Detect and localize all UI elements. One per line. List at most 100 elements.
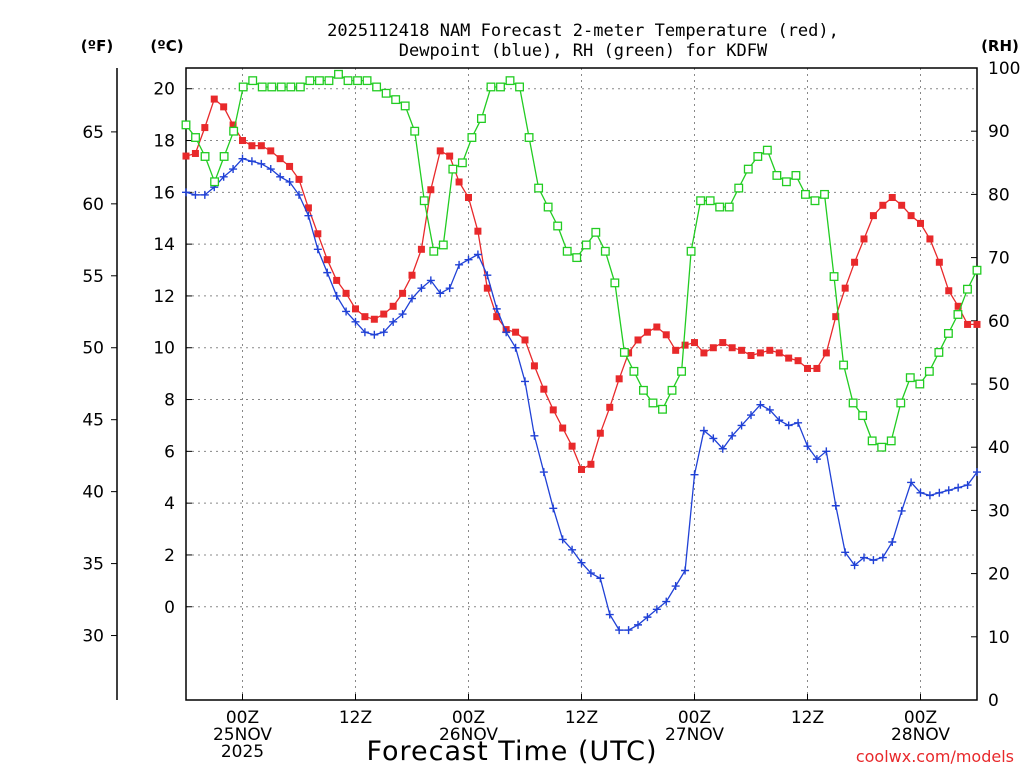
rh-point [286,82,296,92]
rh-point [972,265,982,275]
rh-point [924,366,934,376]
rh-tick-label: 40 [988,438,1010,458]
celsius-tick-label: 14 [153,235,175,255]
rh-point [686,246,696,256]
dewpoint-point [662,597,671,606]
rh-point [905,373,915,383]
dewpoint-point [370,330,379,339]
rh-point [934,347,944,357]
rh-point [543,202,553,212]
time-tick-label: 12Z [565,708,598,728]
rh-point [791,170,801,180]
temperature-point [898,201,906,209]
dewpoint-point [295,190,303,199]
rh-point [696,196,706,206]
temperature-point [248,142,256,150]
rh-point [658,404,667,414]
rh-point [867,436,877,446]
celsius-tick-label: 4 [164,494,175,514]
temperature-point [578,465,585,473]
dewpoint-point [379,328,388,337]
rh-point [877,442,887,452]
time-tick-label: 12Z [791,708,824,728]
temperature-point [323,256,331,264]
series-rh [181,69,982,452]
dewpoint-point [539,468,548,477]
time-tick-label: 28NOV [891,725,950,745]
dewpoint-point [963,481,972,490]
temperature-point [888,194,896,202]
rh-point [191,133,200,142]
rh-point [257,82,267,92]
rh-tick-label: 100 [988,59,1020,79]
rh-point [381,88,391,98]
fahrenheit-tick-label: 35 [82,555,104,575]
dewpoint-point [841,548,850,557]
temperature-point [191,149,199,157]
rh-point [629,366,639,376]
temperature-point [380,310,388,318]
temperature-point [841,284,849,292]
temperature-point [596,429,604,437]
dewpoint-point [831,501,840,510]
rh-point [314,76,324,86]
dewpoint-point [586,569,595,578]
dewpoint-point [718,444,727,453]
celsius-tick-label: 10 [153,339,175,359]
dewpoint-point [229,165,238,174]
dewpoint-point [577,558,586,567]
rh-point [448,164,458,174]
dewpoint-point [285,177,294,186]
temperature-point [681,341,689,349]
time-tick-label: 2025 [221,742,264,762]
rh-point [362,76,372,86]
dewpoint-point [408,294,416,303]
chart-title-line1: 2025112418 NAM Forecast 2-meter Temperat… [327,21,839,41]
dewpoint-point [596,574,605,583]
temperature-point [427,186,435,194]
dewpoint-point [238,154,247,163]
dewpoint-point [219,172,228,181]
rh-point [610,278,620,288]
dewpoint-point [869,556,878,565]
celsius-tick-label: 0 [164,598,175,618]
dewpoint-point [699,426,708,435]
dewpoint-point [605,610,614,619]
rh-point [820,189,829,199]
dewpoint-point [492,304,501,313]
celsius-tick-label: 20 [153,80,175,100]
rh-point [619,347,629,357]
rh-point [810,196,820,206]
rh-point [505,76,515,86]
dewpoint-point [436,289,445,298]
dewpoint-point [878,553,887,562]
time-tick-label: 00Z [904,708,937,728]
credit-text: coolwx.com/models [856,747,1014,766]
rh-point [210,177,220,187]
dewpoint-point [351,317,360,326]
rh-point [848,398,858,408]
rh-point [858,411,868,421]
temperature-point [775,349,783,357]
temperature-point [653,323,661,331]
dewpoint-point [445,284,454,293]
rh-point [238,82,248,92]
temperature-point [973,320,981,328]
time-tick-label: 00Z [226,708,259,728]
dewpoint-point [803,442,812,451]
dewpoint-point [417,284,426,293]
temperature-point [521,336,529,344]
time-tick-label: 12Z [339,708,372,728]
dewpoint-point [652,605,661,614]
rh-point [372,82,382,92]
rh-point [429,246,439,256]
temperature-point [766,346,774,354]
rh-point [886,436,896,446]
rh-tick-label: 80 [988,185,1010,205]
dewpoint-point [794,418,803,427]
dewpoint-point [502,328,511,337]
dewpoint-point [455,260,464,269]
dewpoint-point [737,421,746,430]
dewpoint-point [191,190,200,199]
temperature-point [587,460,595,468]
